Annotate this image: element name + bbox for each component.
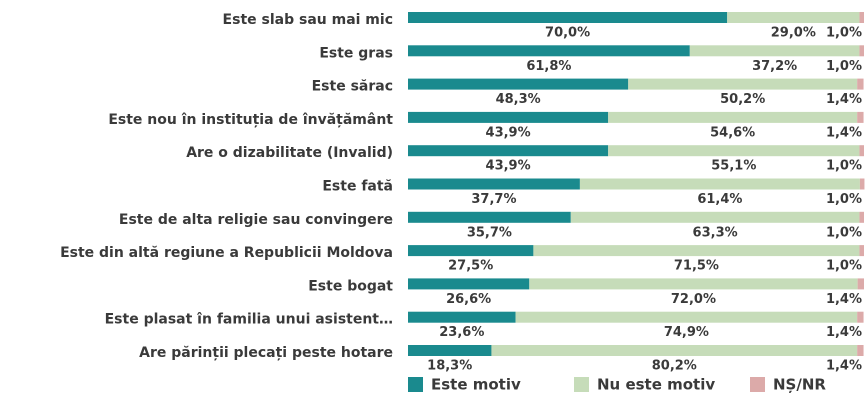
bar-segment [628,78,858,90]
value-label: 1,4% [826,125,862,140]
value-label: 18,3% [427,359,472,374]
bar-segment [859,12,864,23]
bar-segment [408,111,609,123]
bar-segment [570,211,860,223]
bar-segment [859,45,864,57]
bar-segment [408,211,571,223]
legend-swatch [574,377,589,392]
value-label: 1,4% [826,92,862,107]
bar-segment [408,78,629,90]
category-label: Este slab sau mai mic [223,12,393,28]
category-label: Este sărac [312,79,393,95]
bar-segment [408,178,580,190]
bar-segment [608,145,860,157]
bar-segment [727,12,860,23]
bar-segment [857,78,864,90]
bar-segment [408,345,492,356]
value-label: 35,7% [467,225,512,240]
value-label: 1,4% [826,325,862,340]
value-label: 26,6% [446,292,491,307]
value-label: 70,0% [545,26,590,41]
legend-swatch [408,377,423,392]
legend-label: Este motiv [431,376,521,394]
bar-segment [515,311,858,323]
value-label: 1,4% [826,359,862,374]
bar-segment [859,145,864,157]
bar-segment [408,311,516,323]
value-label: 54,6% [710,125,755,140]
bar-segment [533,245,860,257]
category-label: Este plasat în familia unui asistent… [105,312,393,328]
bar-segment [408,45,690,57]
category-label: Este gras [319,45,393,61]
value-label: 63,3% [693,225,738,240]
bar-segment [529,278,858,290]
bar-segment [579,178,860,190]
legend-label: Nu este motiv [597,376,715,394]
value-label: 1,4% [826,292,862,307]
category-label: Este nou în instituția de învățământ [108,112,393,128]
value-label: 50,2% [720,92,765,107]
value-label: 1,0% [826,159,862,174]
value-label: 61,8% [526,59,571,74]
value-label: 37,2% [752,59,797,74]
value-label: 61,4% [697,192,742,207]
bar-segment [859,178,865,190]
value-label: 37,7% [471,192,516,207]
legend-label: NȘ/NR [773,376,826,394]
bar-segment [857,111,864,123]
bar-segment [408,12,728,23]
bar-segment [689,45,860,57]
bar-segment [408,278,530,290]
value-label: 80,2% [652,359,697,374]
value-label: 1,0% [826,59,862,74]
value-label: 29,0% [771,26,816,41]
bar-segment [859,245,864,257]
bar-segment [408,245,534,257]
bar-segment [608,111,858,123]
value-label: 72,0% [671,292,716,307]
bar-segment [859,211,864,223]
bar-segment [408,145,609,157]
bar-segment [491,345,858,356]
value-label: 43,9% [486,159,531,174]
category-label: Este din altă regiune a Republicii Moldo… [60,245,393,261]
category-label: Are o dizabilitate (Invalid) [186,145,393,161]
category-label: Este fată [322,179,393,195]
value-label: 27,5% [448,259,493,274]
value-label: 55,1% [711,159,756,174]
category-label: Are părinții plecați peste hotare [139,345,393,361]
value-label: 71,5% [674,259,719,274]
value-label: 74,9% [664,325,709,340]
bar-segment [857,311,864,323]
value-label: 48,3% [496,92,541,107]
value-label: 1,0% [826,26,862,41]
legend-swatch [750,377,765,392]
category-label: Este bogat [308,278,393,294]
value-label: 23,6% [439,325,484,340]
value-label: 1,0% [826,225,862,240]
value-label: 43,9% [486,125,531,140]
value-label: 1,0% [826,192,862,207]
value-label: 1,0% [826,259,862,274]
bar-segment [857,345,864,356]
category-label: Este de alta religie sau convingere [119,212,393,228]
bar-segment [857,278,864,290]
